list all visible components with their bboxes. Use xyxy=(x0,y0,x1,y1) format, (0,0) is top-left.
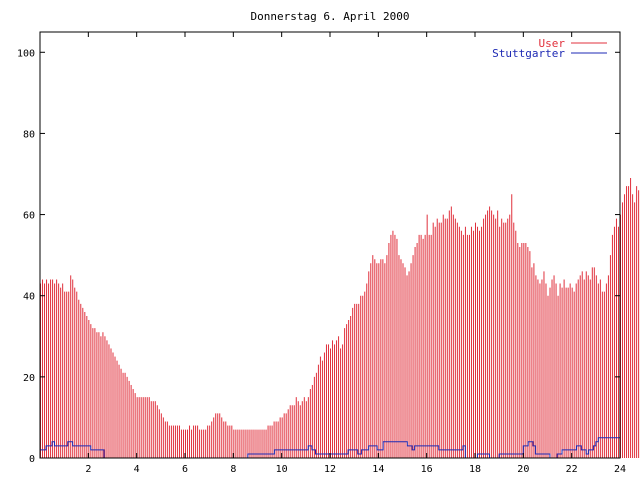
x-tick-label: 8 xyxy=(230,464,236,475)
y-tick-label: 40 xyxy=(23,292,35,303)
y-tick-label: 20 xyxy=(23,373,35,384)
y-tick-label: 60 xyxy=(23,211,35,222)
x-tick-label: 20 xyxy=(517,464,529,475)
x-tick-label: 4 xyxy=(134,464,140,475)
x-tick-label: 12 xyxy=(324,464,336,475)
x-tick-label: 16 xyxy=(421,464,433,475)
x-tick-label: 6 xyxy=(182,464,188,475)
legend-label-stuttgarter: Stuttgarter xyxy=(492,47,565,60)
chart-title: Donnerstag 6. April 2000 xyxy=(251,10,410,23)
x-tick-label: 22 xyxy=(566,464,578,475)
x-tick-label: 14 xyxy=(372,464,384,475)
x-tick-label: 24 xyxy=(614,464,626,475)
x-tick-label: 18 xyxy=(469,464,481,475)
legend-label-user: User xyxy=(539,37,566,50)
x-tick-label: 10 xyxy=(276,464,288,475)
plot-area xyxy=(40,178,640,459)
y-tick-label: 80 xyxy=(23,129,35,140)
legend: User Stuttgarter xyxy=(492,37,607,60)
y-tick-label: 0 xyxy=(29,454,35,465)
series-user xyxy=(40,178,640,458)
x-tick-label: 2 xyxy=(85,464,91,475)
y-tick-label: 100 xyxy=(17,48,35,59)
